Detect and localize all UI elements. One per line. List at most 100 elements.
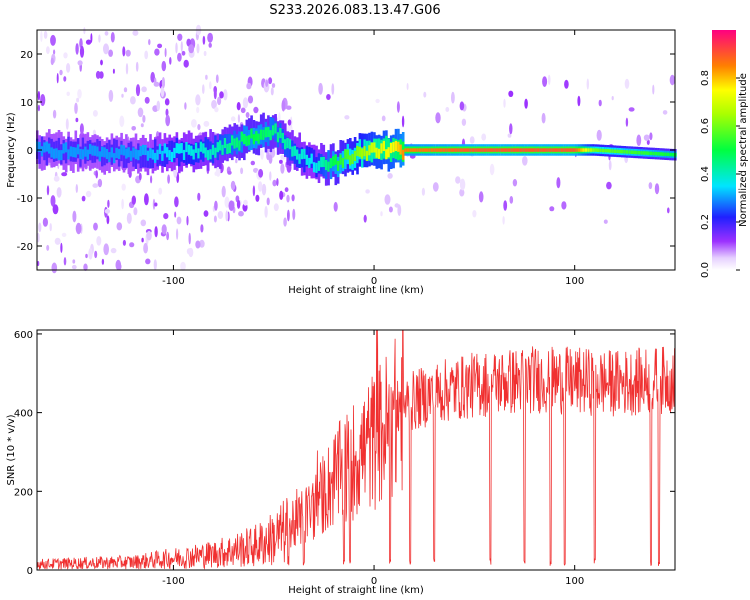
heatmap-ridge-cell: [544, 148, 547, 152]
heatmap-ridge-cell: [194, 142, 198, 153]
heatmap-noise-cell: [549, 206, 555, 212]
heatmap-ridge-cell: [329, 158, 333, 180]
heatmap-noise-cell: [230, 180, 236, 191]
heatmap-noise-cell: [38, 222, 42, 233]
heatmap-ridge-cell: [163, 146, 167, 167]
heatmap-noise-cell: [81, 195, 86, 202]
heatmap-ridge-cell: [50, 147, 53, 158]
heatmap-noise-cell: [209, 81, 212, 90]
heatmap-ridge-cell: [60, 150, 63, 161]
heatmap-noise-cell: [384, 194, 391, 205]
heatmap-noise-cell: [140, 123, 144, 128]
heatmap-noise-cell: [184, 102, 187, 110]
heatmap-ridge-cell: [185, 142, 188, 153]
heatmap-ridge-cell: [404, 148, 407, 152]
heatmap-ridge-cell: [515, 148, 518, 152]
heatmap-ridge-cell: [105, 149, 109, 160]
heatmap-noise-cell: [83, 27, 86, 35]
heatmap-ridge-cell: [387, 147, 391, 158]
heatmap-ridge-cell: [274, 123, 277, 134]
snr-y-ticks: 0 200 400 600: [14, 330, 675, 577]
heatmap-ridge-cell: [170, 151, 174, 162]
heatmap-noise-cell: [223, 89, 228, 101]
colorbar-tick-label: 0.2: [700, 214, 711, 230]
heatmap-noise-cell: [213, 215, 217, 223]
heatmap-ridge-cell: [401, 149, 405, 160]
heatmap-ridge-cell: [192, 149, 196, 160]
heatmap-noise-cell: [541, 112, 546, 124]
heatmap-ridge-cell: [81, 149, 85, 160]
heatmap-ridge-cell: [327, 150, 330, 171]
heatmap-y-ticks: -20 -10 0 10 20: [17, 50, 675, 253]
heatmap-noise-cell: [167, 174, 171, 184]
heatmap-ridge-cell: [76, 144, 80, 155]
heatmap-noise-cell: [286, 105, 292, 110]
heatmap-ridge-cell: [618, 149, 622, 154]
heatmap-ridge-cell: [334, 154, 338, 165]
heatmap-noise-cell: [85, 190, 92, 198]
heatmap-noise-cell: [279, 190, 284, 200]
heatmap-noise-cell: [180, 261, 186, 271]
heatmap-ridge-cell: [418, 148, 422, 152]
heatmap-ridge-cell: [62, 143, 66, 154]
heatmap-noise-cell: [79, 38, 83, 49]
heatmap-ridge-cell: [43, 142, 46, 153]
heatmap-noise-cell: [279, 159, 283, 164]
heatmap-noise-cell: [177, 33, 183, 41]
heatmap-y-tick-label: 0: [27, 146, 33, 157]
heatmap-noise-cell: [243, 199, 248, 206]
heatmap-noise-cell: [261, 183, 267, 196]
heatmap-ridge-cell: [322, 156, 326, 167]
heatmap-noise-cell: [125, 63, 129, 75]
heatmap-noise-cell: [502, 216, 505, 225]
heatmap-ridge-cell: [613, 149, 617, 153]
heatmap-ridge-cell: [479, 148, 482, 152]
colorbar-ticks: 0.0 0.2 0.4 0.6 0.8: [700, 70, 740, 278]
heatmap-noise-cell: [221, 185, 226, 198]
heatmap-noise-cell: [396, 101, 400, 113]
heatmap-noise-cell: [649, 132, 653, 141]
heatmap-noise-cell: [406, 83, 409, 90]
heatmap-noise-cell: [195, 240, 201, 249]
heatmap-ridge-cell: [214, 147, 217, 158]
heatmap-ridge-cell: [315, 162, 318, 173]
heatmap-noise-cell: [66, 91, 70, 97]
heatmap-noise-cell: [101, 258, 105, 265]
heatmap-noise-cell: [628, 107, 635, 112]
heatmap-ridge-cell: [495, 148, 499, 152]
colorbar-tick-label: 0.8: [700, 70, 711, 86]
heatmap-ridge-cell: [541, 148, 545, 152]
heatmap-noise-cell: [144, 96, 150, 104]
heatmap-noise-cell: [265, 79, 269, 87]
heatmap-noise-cell: [112, 68, 115, 74]
heatmap-ridge-cell: [339, 154, 342, 165]
heatmap-ridge-cell: [341, 157, 345, 168]
heatmap-noise-cell: [547, 74, 551, 86]
heatmap-noise-cell: [318, 82, 323, 95]
heatmap-noise-cell: [648, 182, 653, 190]
heatmap-noise-cell: [50, 34, 56, 46]
heatmap-ridge-cell: [450, 148, 453, 152]
heatmap-noise-cell: [270, 87, 274, 96]
heatmap-noise-cell: [43, 30, 48, 39]
heatmap-noise-cell: [75, 43, 79, 55]
heatmap-noise-cell: [152, 198, 156, 210]
heatmap-noise-cell: [203, 51, 207, 56]
heatmap-ridge-cell: [669, 152, 672, 157]
heatmap-noise-cell: [238, 210, 244, 217]
heatmap-noise-cell: [199, 239, 205, 248]
heatmap-ridge-cell: [488, 148, 492, 152]
heatmap-ridge-cell: [108, 152, 111, 163]
heatmap-noise-cell: [401, 115, 405, 128]
heatmap-ridge-cell: [628, 150, 631, 154]
heatmap-noise-cell: [160, 85, 165, 98]
heatmap-noise-cell: [363, 214, 367, 223]
heatmap-noise-cell: [141, 86, 147, 93]
heatmap-ridge-cell: [498, 148, 501, 152]
heatmap-noise-cell: [423, 91, 427, 98]
heatmap-noise-cell: [176, 228, 179, 240]
heatmap-noise-cell: [217, 211, 224, 219]
heatmap-ridge-cell: [141, 147, 145, 168]
heatmap-ridge-cell: [505, 148, 509, 152]
heatmap-ridge-cell: [317, 160, 321, 171]
